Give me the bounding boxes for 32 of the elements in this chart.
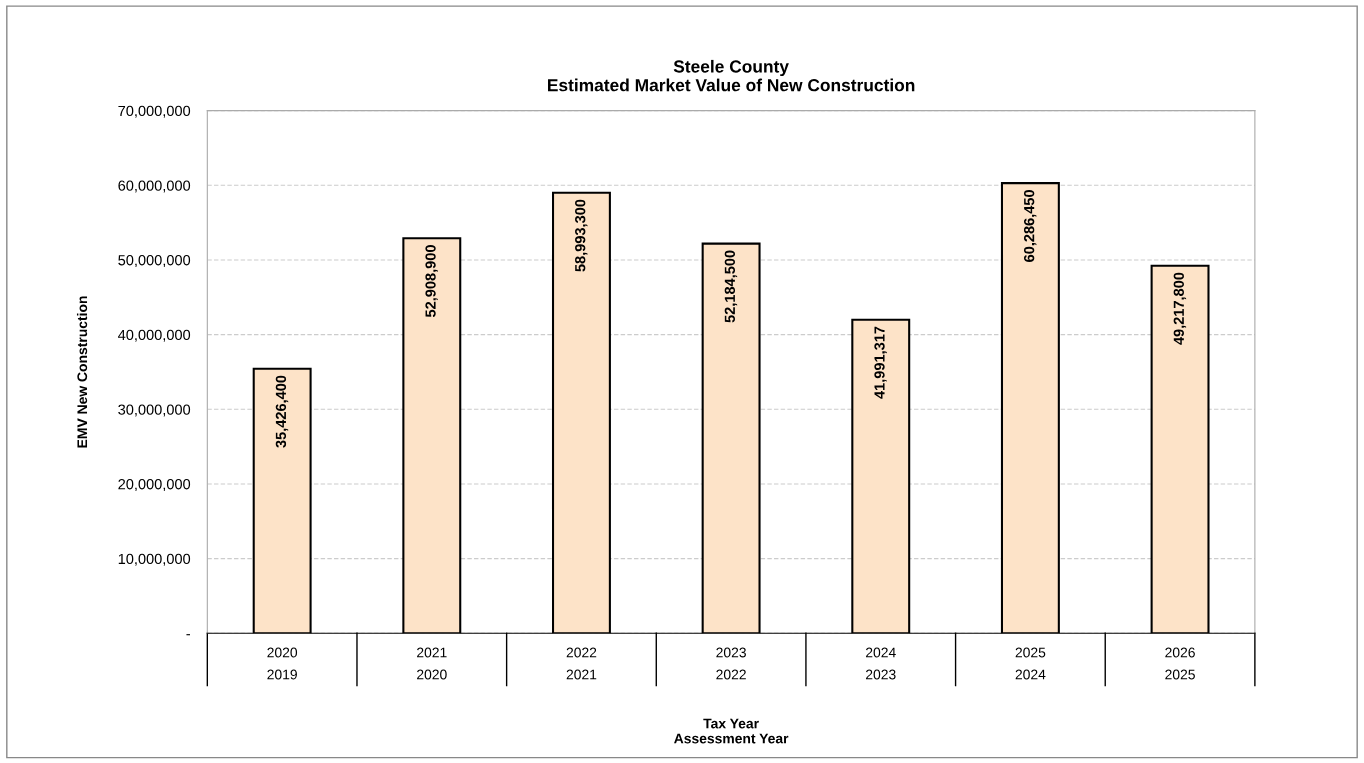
x-axis-title: Tax Year Assessment Year — [674, 718, 789, 744]
y-tick-label: 60,000,000 — [118, 180, 191, 193]
bar — [402, 237, 462, 634]
data-label: 35,426,400 — [275, 375, 289, 448]
y-tick-label: 30,000,000 — [118, 404, 191, 417]
x-tick-label: 2026 2025 — [1165, 647, 1195, 680]
y-tick-label: - — [186, 634, 191, 636]
data-label: 49,217,800 — [1173, 272, 1187, 345]
y-tick-label: 50,000,000 — [118, 255, 191, 268]
y-tick-label: 20,000,000 — [118, 479, 191, 492]
x-tick-label: 2025 2024 — [1015, 647, 1046, 680]
bar — [701, 242, 761, 634]
x-tick-label: 2022 2021 — [566, 647, 597, 680]
data-label: 58,993,300 — [575, 199, 588, 272]
chart-title: Steele County Estimated Market Value of New Construction — [548, 59, 915, 92]
y-tick-label: 40,000,000 — [118, 329, 191, 342]
x-tick-label: 2021 2020 — [417, 647, 447, 680]
y-axis-title: EMV New Construction — [76, 296, 88, 448]
bar — [551, 191, 611, 634]
data-label: 52,184,500 — [724, 250, 738, 323]
data-label: 52,908,900 — [425, 245, 438, 318]
x-tick-label: 2020 2019 — [267, 647, 298, 680]
bar — [851, 318, 911, 634]
y-tick-label: 10,000,000 — [118, 553, 191, 566]
x-tick-label: 2024 2023 — [866, 647, 896, 680]
data-label: 60,286,450 — [1023, 190, 1037, 262]
y-tick-label: 70,000,000 — [118, 105, 191, 118]
data-label: 41,991,317 — [874, 326, 887, 399]
bar — [252, 367, 312, 634]
x-tick-label: 2023 2022 — [716, 647, 746, 680]
bar — [1150, 264, 1210, 634]
bar — [1000, 182, 1060, 634]
